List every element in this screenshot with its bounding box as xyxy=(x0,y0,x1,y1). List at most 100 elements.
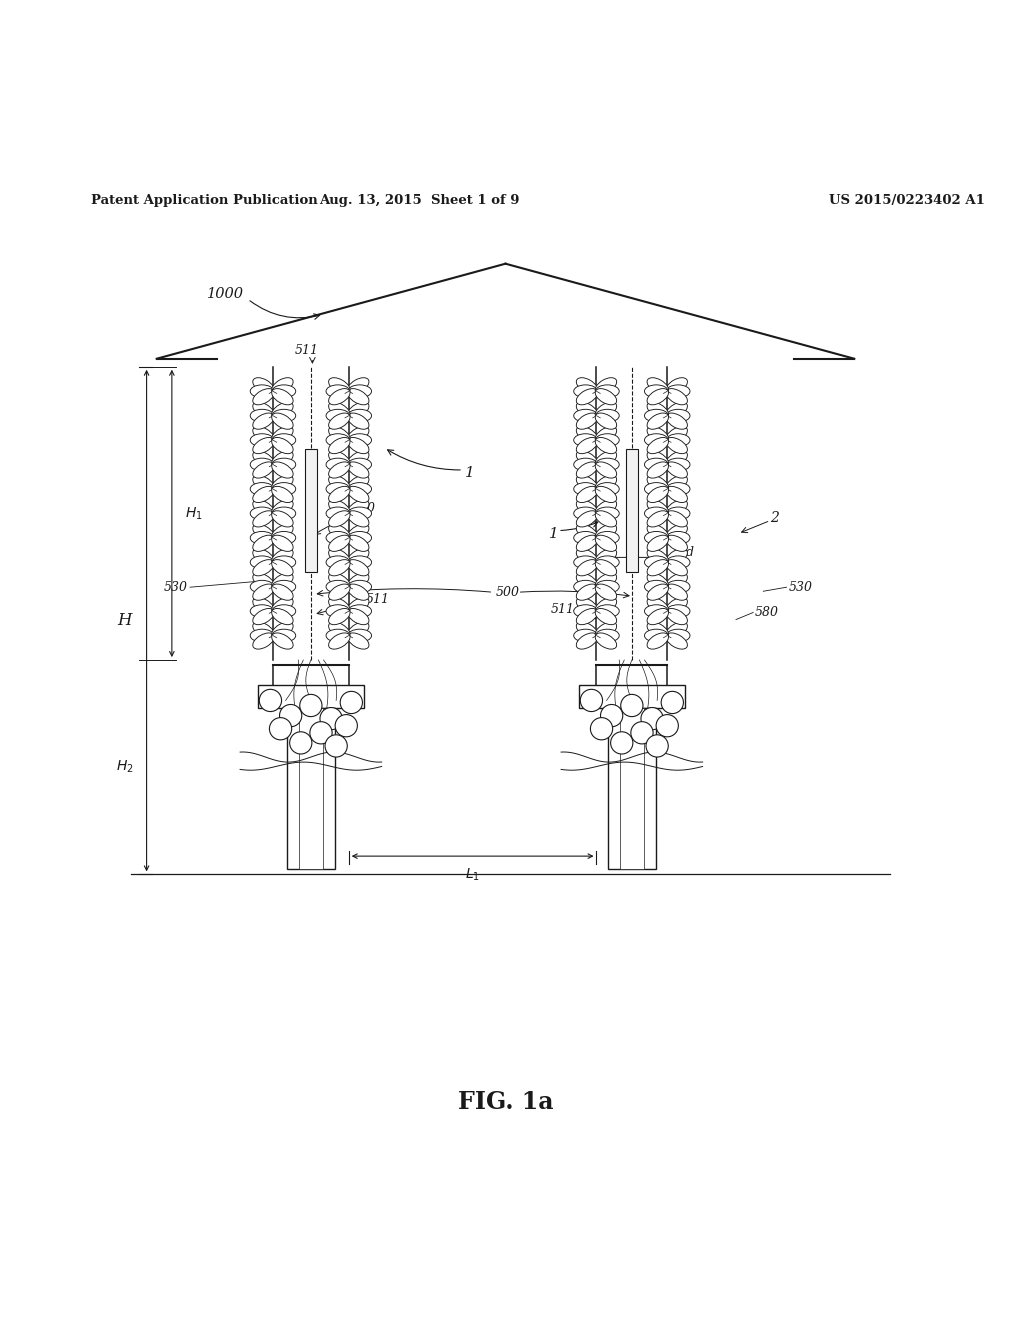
Ellipse shape xyxy=(253,634,274,649)
Ellipse shape xyxy=(647,403,669,418)
Ellipse shape xyxy=(666,388,687,405)
Ellipse shape xyxy=(577,451,598,467)
Ellipse shape xyxy=(347,535,369,552)
Ellipse shape xyxy=(647,583,669,601)
Ellipse shape xyxy=(329,573,350,589)
Ellipse shape xyxy=(666,573,687,589)
Ellipse shape xyxy=(647,451,669,467)
Ellipse shape xyxy=(272,458,296,471)
Ellipse shape xyxy=(573,630,597,642)
Ellipse shape xyxy=(595,634,616,649)
Ellipse shape xyxy=(253,549,274,565)
Ellipse shape xyxy=(596,458,620,471)
Ellipse shape xyxy=(647,535,669,552)
Ellipse shape xyxy=(329,462,350,478)
Ellipse shape xyxy=(347,609,369,624)
Ellipse shape xyxy=(595,451,616,467)
Text: Patent Application Publication: Patent Application Publication xyxy=(91,194,317,206)
Ellipse shape xyxy=(272,605,296,618)
Ellipse shape xyxy=(573,605,597,618)
Ellipse shape xyxy=(347,549,369,565)
Ellipse shape xyxy=(271,475,293,491)
Ellipse shape xyxy=(596,507,620,520)
Text: H: H xyxy=(117,612,132,630)
Ellipse shape xyxy=(272,409,296,422)
Ellipse shape xyxy=(348,532,372,544)
Ellipse shape xyxy=(644,434,668,446)
Ellipse shape xyxy=(596,434,620,446)
Ellipse shape xyxy=(577,573,598,589)
Ellipse shape xyxy=(329,486,350,503)
Ellipse shape xyxy=(329,475,350,491)
Ellipse shape xyxy=(573,532,597,544)
Ellipse shape xyxy=(347,598,369,614)
Ellipse shape xyxy=(595,437,616,454)
Ellipse shape xyxy=(667,605,690,618)
Ellipse shape xyxy=(253,451,274,467)
Ellipse shape xyxy=(326,605,349,618)
Ellipse shape xyxy=(253,413,274,429)
Ellipse shape xyxy=(573,409,597,422)
Ellipse shape xyxy=(666,535,687,552)
Ellipse shape xyxy=(347,524,369,540)
Text: Aug. 13, 2015  Sheet 1 of 9: Aug. 13, 2015 Sheet 1 of 9 xyxy=(319,194,520,206)
Ellipse shape xyxy=(271,535,293,552)
Ellipse shape xyxy=(250,409,273,422)
Ellipse shape xyxy=(272,507,296,520)
Ellipse shape xyxy=(595,403,616,418)
Ellipse shape xyxy=(347,437,369,454)
Ellipse shape xyxy=(271,511,293,527)
Ellipse shape xyxy=(667,556,690,569)
Ellipse shape xyxy=(271,524,293,540)
Ellipse shape xyxy=(647,475,669,491)
Text: 1: 1 xyxy=(549,527,559,541)
Ellipse shape xyxy=(577,500,598,516)
Bar xyxy=(620,708,644,870)
Text: 511: 511 xyxy=(551,603,575,616)
Ellipse shape xyxy=(347,426,369,442)
Ellipse shape xyxy=(667,507,690,520)
Ellipse shape xyxy=(577,426,598,442)
Ellipse shape xyxy=(667,483,690,495)
Ellipse shape xyxy=(595,609,616,624)
Circle shape xyxy=(600,705,623,727)
Ellipse shape xyxy=(253,622,274,638)
Ellipse shape xyxy=(326,507,349,520)
Ellipse shape xyxy=(347,500,369,516)
Ellipse shape xyxy=(271,486,293,503)
Ellipse shape xyxy=(250,507,273,520)
Ellipse shape xyxy=(595,511,616,527)
Ellipse shape xyxy=(667,581,690,593)
Ellipse shape xyxy=(250,458,273,471)
Ellipse shape xyxy=(647,524,669,540)
Circle shape xyxy=(581,689,602,711)
Ellipse shape xyxy=(326,532,349,544)
Ellipse shape xyxy=(329,451,350,467)
Ellipse shape xyxy=(595,598,616,614)
Ellipse shape xyxy=(326,458,349,471)
Ellipse shape xyxy=(577,634,598,649)
Circle shape xyxy=(300,694,322,717)
Ellipse shape xyxy=(272,385,296,397)
Ellipse shape xyxy=(326,581,349,593)
Text: $H_1$: $H_1$ xyxy=(185,506,203,521)
Ellipse shape xyxy=(647,437,669,454)
Circle shape xyxy=(290,731,312,754)
Ellipse shape xyxy=(667,532,690,544)
Ellipse shape xyxy=(347,462,369,478)
Ellipse shape xyxy=(577,511,598,527)
Ellipse shape xyxy=(253,511,274,527)
Ellipse shape xyxy=(596,385,620,397)
Ellipse shape xyxy=(347,403,369,418)
Ellipse shape xyxy=(271,583,293,601)
Ellipse shape xyxy=(348,483,372,495)
Ellipse shape xyxy=(577,524,598,540)
Bar xyxy=(305,449,317,572)
Ellipse shape xyxy=(250,385,273,397)
Ellipse shape xyxy=(573,385,597,397)
Ellipse shape xyxy=(271,560,293,576)
Bar xyxy=(626,449,638,572)
Ellipse shape xyxy=(595,426,616,442)
Ellipse shape xyxy=(596,532,620,544)
Circle shape xyxy=(259,689,282,711)
